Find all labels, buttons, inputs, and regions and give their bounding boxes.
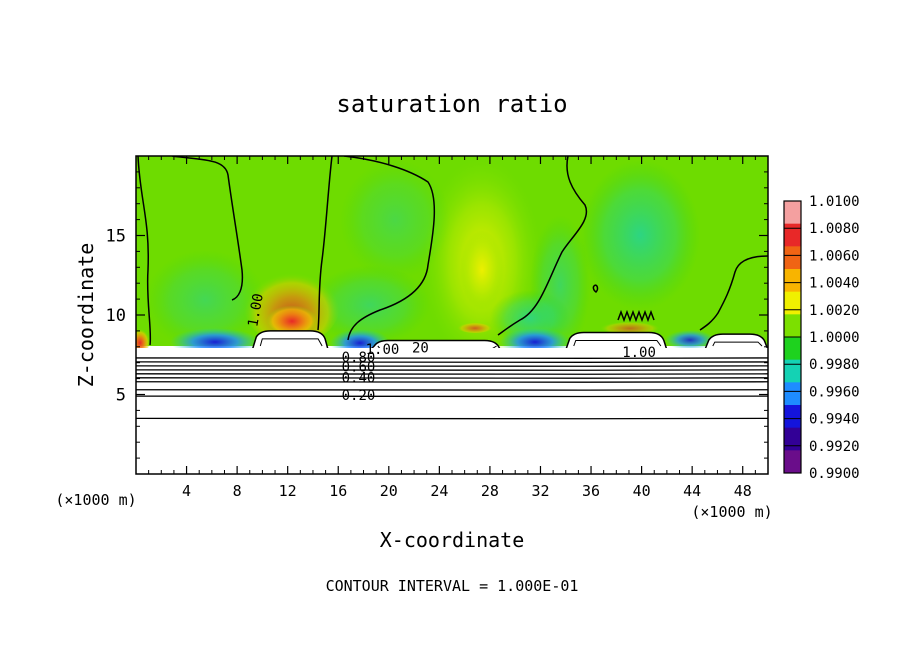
colorbar-segment [784, 246, 801, 270]
cloud-region [251, 330, 330, 351]
colorbar-label: 0.9960 [809, 384, 860, 400]
x-tick-label: 20 [380, 482, 398, 500]
cloud-region [564, 331, 668, 351]
x-axis-label: X-coordinate [380, 528, 525, 552]
cloud-inner-contour [573, 339, 662, 347]
x-tick-label: 4 [182, 482, 191, 500]
colorbar-label: 1.0000 [809, 330, 860, 346]
colorbar-segment [784, 201, 801, 225]
contour-lines [137, 156, 768, 346]
x-tick-label: 32 [531, 482, 549, 500]
cloud-inner-contour [712, 341, 763, 347]
y-axis: 5 10 15 [106, 171, 768, 459]
colorbar: 1.0100 1.0080 1.0060 1.0040 1.0020 1.0000 0.99… [783, 194, 860, 482]
contour-label: 0.80 [342, 350, 376, 366]
x-tick-label: 12 [279, 482, 297, 500]
field-blob [340, 160, 450, 280]
y-tick-label: 15 [106, 227, 126, 247]
colorbar-segment [784, 269, 801, 293]
x-tick-label: 28 [481, 482, 499, 500]
colorbar-segment [784, 291, 801, 315]
contour-interval-footer: CONTOUR INTERVAL = 1.000E-01 [326, 577, 579, 595]
y-tick-label: 10 [106, 306, 126, 326]
contour-level-line [136, 395, 768, 398]
colorbar-label: 1.0060 [809, 248, 860, 264]
contour-line [171, 156, 244, 301]
colorbar-segment [784, 223, 801, 247]
field-blob [266, 302, 318, 334]
colorbar-label: 0.9920 [809, 439, 860, 455]
cloud-region [367, 339, 503, 351]
contour-level-line [136, 360, 768, 363]
contour-label: 0.60 [342, 359, 376, 375]
contour-labels: 1.001.00 20 1.000.800.600.400.20 [245, 292, 656, 404]
colorbar-label: 1.0100 [809, 194, 860, 210]
contour-level-line [136, 356, 768, 360]
plot-area: 1.001.00 20 1.000.800.600.400.20 [136, 156, 768, 474]
contour-label: 1.00 [366, 342, 400, 358]
x-axis: 4 8 12 16 20 24 28 32 36 40 44 48 [148, 156, 756, 500]
colorbar-label: 1.0040 [809, 276, 860, 292]
cloud-regions [251, 330, 768, 351]
field-blob [600, 320, 660, 334]
x-unit-label: (×1000 m) [691, 503, 772, 521]
y-axis-label: Z-coordinate [74, 243, 98, 388]
x-tick-label: 44 [683, 482, 701, 500]
colorbar-label: 1.0020 [809, 303, 860, 319]
contour-level-line [136, 380, 768, 383]
contour-label: 20 [412, 340, 429, 356]
colorbar-segment [784, 359, 801, 383]
colorbar-segment [784, 337, 801, 361]
field-blob [580, 160, 700, 310]
contour-line [592, 284, 599, 293]
dry-layer [136, 348, 768, 474]
cloud-inner-contour [259, 338, 323, 347]
contour-level-line [136, 376, 768, 379]
x-tick-label: 16 [329, 482, 347, 500]
colorbar-segment [784, 314, 801, 338]
contour-level-line [136, 372, 768, 375]
colorbar-segment [784, 427, 801, 451]
chart-title: saturation ratio [336, 90, 567, 118]
contour-level-line [136, 364, 768, 367]
colorbar-label: 0.9900 [809, 466, 860, 482]
contour-label: 1.00 [245, 292, 267, 328]
contour-line [137, 156, 152, 346]
field-blob [665, 330, 715, 350]
colorbar-label: 0.9940 [809, 412, 860, 428]
contour-label: 0.40 [342, 371, 376, 387]
contour-level-line [136, 417, 768, 420]
y-unit-label: (×1000 m) [55, 491, 136, 509]
field-blob [460, 230, 504, 310]
contour-level-line [136, 368, 768, 371]
colorbar-segment [784, 382, 801, 406]
contour-line [497, 156, 588, 336]
x-tick-label: 24 [430, 482, 448, 500]
colorbar-label: 0.9980 [809, 357, 860, 373]
y-tick-label: 5 [116, 386, 126, 406]
contour-label: 1.00 [622, 345, 656, 361]
x-tick-label: 40 [633, 482, 651, 500]
x-tick-label: 36 [582, 482, 600, 500]
contour-label: 0.20 [342, 388, 376, 404]
contour-line [699, 255, 768, 331]
colorbar-label: 1.0080 [809, 221, 860, 237]
contour-level-line [136, 388, 768, 391]
contour-line [343, 156, 436, 341]
horizontal-contours [136, 356, 768, 420]
field-blob [457, 321, 493, 333]
field-blob [310, 265, 430, 345]
colorbar-segment [784, 405, 801, 429]
colorbar-segment [784, 450, 801, 474]
x-tick-label: 48 [734, 482, 752, 500]
field-blobs [136, 157, 715, 367]
contour-line [317, 156, 333, 331]
contour-line [617, 309, 655, 323]
x-tick-label: 8 [233, 482, 242, 500]
field-blob [145, 250, 265, 350]
